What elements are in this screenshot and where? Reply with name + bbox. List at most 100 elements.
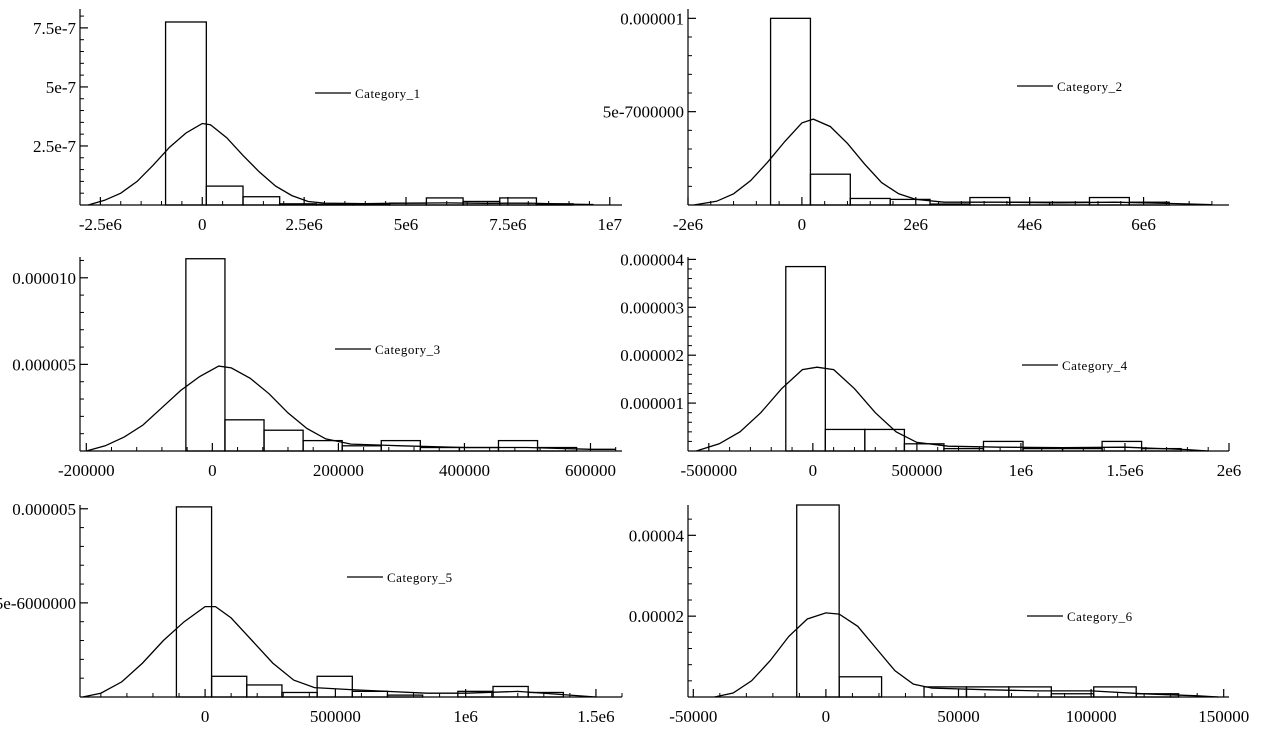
histogram-bar [175, 506, 213, 698]
x-tick-label: -2.5e6 [79, 215, 122, 234]
x-tick-label: 0 [198, 215, 207, 234]
histogram-bar [352, 203, 391, 206]
x-tick-label: 200000 [313, 461, 364, 480]
x-tick-label: 600000 [565, 461, 616, 480]
histogram-bar [982, 440, 1024, 452]
histogram-bar [889, 198, 931, 206]
density-curve [696, 366, 1209, 452]
y-tick-label: 0.000005 [12, 500, 76, 519]
x-tick-label: 0 [798, 215, 807, 234]
x-tick-label: 2e6 [904, 215, 929, 234]
x-tick-label: 1e7 [598, 215, 623, 234]
x-tick-label: 0 [208, 461, 217, 480]
histogram-bar [824, 428, 866, 452]
histogram-bar [205, 185, 244, 206]
x-tick-label: 400000 [439, 461, 490, 480]
y-tick-label: 5e-7 [46, 78, 77, 97]
y-tick-label: 0.000002 [620, 346, 684, 365]
histogram-bar [929, 203, 971, 206]
subplot-4: -500000 0 500000 1e6 1.5e6 2e6 0.000001 0.00000… [620, 250, 1241, 480]
y-tick-label: 0.000003 [620, 298, 684, 317]
histogram-bar [224, 419, 265, 452]
histogram-bar [943, 447, 985, 452]
histogram-bar [785, 265, 826, 452]
y-tick-label: 0.000001 [620, 9, 684, 28]
legend-label: Category_3 [375, 342, 441, 357]
x-tick-label: 500000 [310, 707, 361, 726]
histogram-bar [1088, 196, 1130, 206]
histogram-bar [1050, 693, 1095, 698]
density-curve [693, 118, 1212, 206]
y-tick-label: 0.00002 [629, 607, 684, 626]
histogram-bar [499, 197, 538, 206]
histogram-bar [419, 446, 461, 452]
histogram-bar [164, 21, 207, 206]
histogram-bar [1093, 686, 1137, 698]
histogram-bar [242, 196, 281, 206]
y-tick-label: 0.000005 [12, 355, 76, 374]
y-tick-label: 0.000010 [12, 269, 76, 288]
y-tick-label: 7.5e-7 [33, 19, 76, 38]
density-curve [88, 122, 594, 206]
x-tick-label: 1.5e6 [577, 707, 614, 726]
histogram-bar [769, 17, 812, 206]
x-tick-label: 100000 [1066, 707, 1117, 726]
subplot-2: -2e6 0 2e6 4e6 6e6 5e-7000000 0.000001 Category… [603, 9, 1229, 234]
histogram-bar [315, 203, 354, 206]
x-tick-label: 6e6 [1131, 215, 1156, 234]
legend-label: Category_1 [355, 86, 421, 101]
subplot-5: 0 500000 1e6 1.5e6 2.5e-6000000 0.000005 Categ… [0, 500, 623, 726]
x-tick-label: 0 [809, 461, 818, 480]
legend-label: Category_6 [1067, 609, 1133, 624]
x-tick-label: 0 [822, 707, 831, 726]
histogram-bar [864, 428, 906, 452]
histogram-bar [316, 675, 353, 698]
histogram-bar [279, 203, 318, 206]
y-tick-label: 2.5e-7 [33, 137, 76, 156]
x-tick-label: -500000 [680, 461, 737, 480]
subplot-3: -200000 0 200000 400000 600000 0.000005 0.0000… [12, 257, 622, 480]
x-tick-label: 2.5e6 [285, 215, 322, 234]
x-tick-label: 5e6 [394, 215, 419, 234]
histogram-bar [969, 196, 1011, 206]
histogram-bar [210, 675, 248, 698]
y-tick-label: 5e-7000000 [603, 103, 684, 122]
histogram-bar [351, 690, 389, 698]
histogram-bar [1022, 447, 1064, 452]
histogram-bar [1008, 686, 1052, 698]
x-tick-label: 1e6 [1009, 461, 1034, 480]
histogram-bar [341, 445, 382, 452]
x-tick-label: 1.5e6 [1106, 461, 1143, 480]
x-tick-label: 0 [201, 707, 210, 726]
x-tick-label: -2e6 [673, 215, 703, 234]
histogram-bar [246, 684, 283, 698]
histogram-bar [838, 676, 883, 698]
legend-label: Category_4 [1062, 358, 1128, 373]
x-tick-label: 50000 [937, 707, 980, 726]
x-tick-label: -50000 [669, 707, 717, 726]
y-tick-label: 2.5e-6000000 [0, 594, 76, 613]
histogram-bar [809, 173, 851, 206]
histogram-bar [263, 429, 304, 452]
y-tick-label: 0.000004 [620, 250, 684, 269]
histogram-bar [302, 439, 343, 452]
x-tick-label: -200000 [58, 461, 115, 480]
density-curve [86, 365, 616, 452]
x-tick-label: 2e6 [1217, 461, 1242, 480]
density-curve [714, 612, 1219, 698]
subplot-1: -2.5e6 0 2.5e6 5e6 7.5e6 1e7 2.5e-7 5e-7 7.5e-7 C… [33, 9, 623, 234]
x-tick-label: 1e6 [453, 707, 478, 726]
histogram-bar [965, 686, 1010, 698]
y-tick-label: 0.00004 [629, 526, 685, 545]
y-tick-label: 0.000001 [620, 394, 684, 413]
x-tick-label: 4e6 [1017, 215, 1042, 234]
histogram-bar [497, 439, 539, 452]
histogram-bar [185, 258, 226, 452]
histogram-bar [281, 691, 318, 698]
density-curve [82, 605, 596, 698]
legend-label: Category_5 [387, 570, 453, 585]
histogram-bar [425, 197, 464, 206]
x-tick-label: 7.5e6 [489, 215, 526, 234]
histogram-bar [386, 694, 424, 698]
